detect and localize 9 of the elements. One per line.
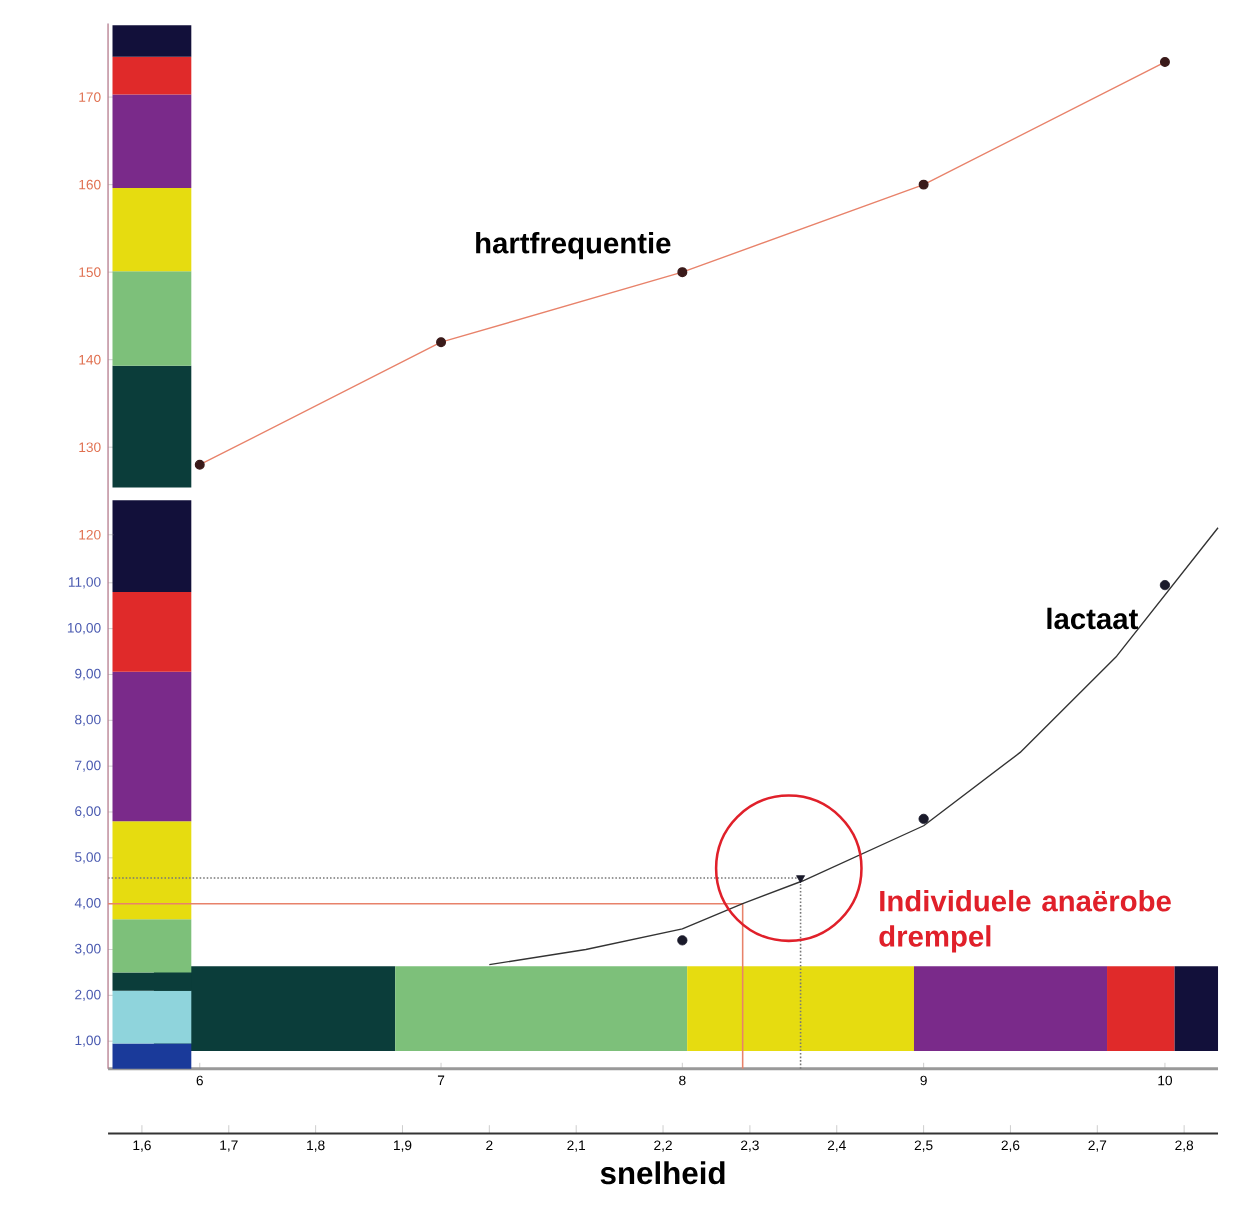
point xyxy=(918,813,929,824)
series-label: lactaat xyxy=(1047,607,1139,630)
annotation: Individuele anaërobe drempel xyxy=(879,889,1171,953)
point xyxy=(1159,580,1171,591)
point xyxy=(677,935,688,946)
point xyxy=(796,875,806,884)
x-axis-title: snelheid xyxy=(600,1161,725,1185)
line-series xyxy=(488,527,1219,966)
series-label: hartfrequentie xyxy=(476,231,671,260)
